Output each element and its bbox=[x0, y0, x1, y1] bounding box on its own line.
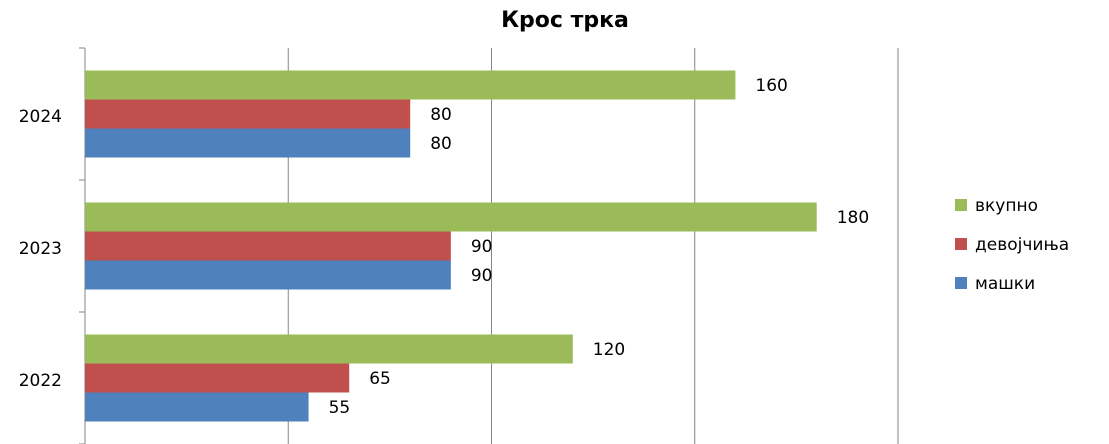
data-label: 65 bbox=[369, 369, 391, 389]
bar bbox=[85, 128, 411, 158]
data-label: 80 bbox=[430, 105, 452, 125]
bar bbox=[85, 392, 309, 422]
legend-swatch bbox=[955, 199, 967, 211]
bar bbox=[85, 70, 736, 100]
legend-swatch bbox=[955, 277, 967, 289]
data-label: 180 bbox=[837, 208, 869, 228]
data-label: 160 bbox=[755, 76, 787, 96]
legend-label: машки bbox=[975, 274, 1035, 294]
bar bbox=[85, 363, 350, 393]
bar bbox=[85, 202, 817, 232]
legend-label: девојчиња bbox=[975, 235, 1069, 255]
legend-swatch bbox=[955, 238, 967, 250]
y-tick-label: 2024 bbox=[19, 107, 62, 127]
data-label: 80 bbox=[430, 134, 452, 154]
chart-title: Крос трка bbox=[501, 8, 629, 33]
bar bbox=[85, 260, 451, 290]
data-label: 90 bbox=[471, 237, 493, 257]
data-label: 120 bbox=[593, 340, 625, 360]
bar bbox=[85, 231, 451, 261]
legend-label: вкупно bbox=[975, 196, 1038, 216]
data-label: 90 bbox=[471, 266, 493, 286]
bar bbox=[85, 334, 573, 364]
bar bbox=[85, 99, 411, 129]
y-tick-label: 2023 bbox=[19, 239, 62, 259]
data-label: 55 bbox=[329, 398, 351, 418]
y-tick-label: 2022 bbox=[19, 371, 62, 391]
